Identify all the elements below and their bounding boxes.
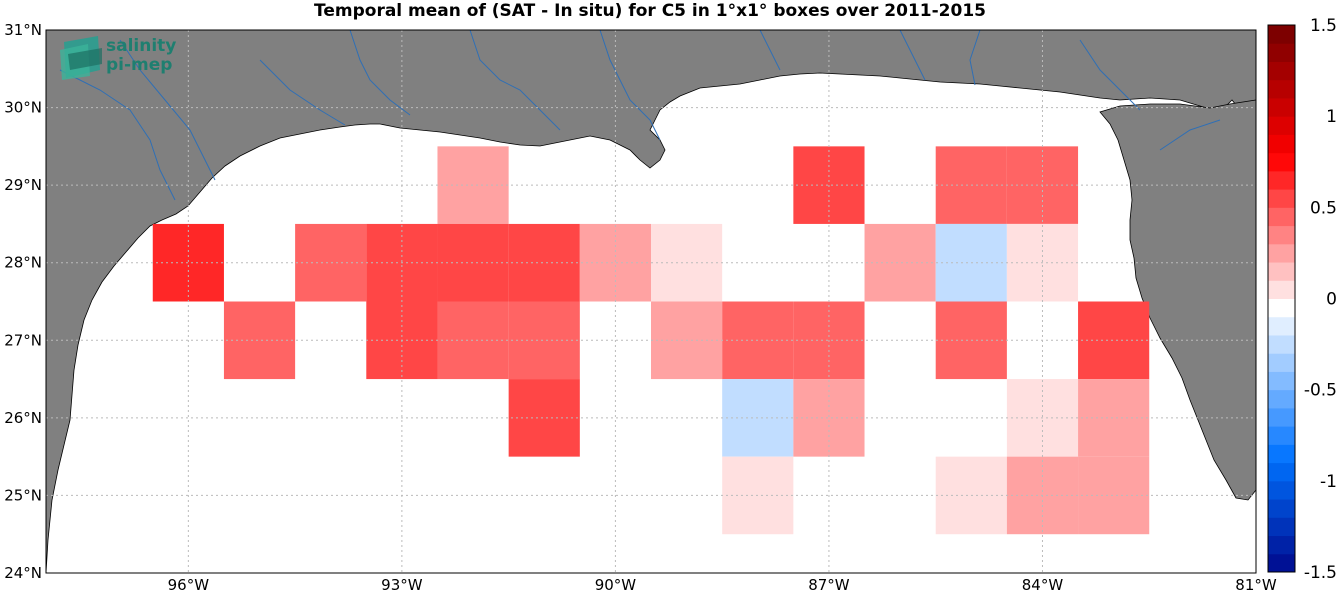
colorbar-segment [1268,389,1295,409]
colorbar-segment [1268,280,1295,299]
data-box [508,301,580,380]
colorbar-tick-label: 1.5 [1310,16,1337,36]
colorbar-segment [1268,61,1295,81]
data-box [223,301,296,380]
land-northern-gulf-coast [45,29,1257,574]
river [1159,119,1221,151]
colorbar-segment [1268,225,1295,245]
data-box [1078,379,1150,457]
river [349,29,411,116]
colorbar-segment [1268,517,1295,537]
logo-line-2: pi-mep [106,55,173,75]
lat-tick-label: 31°N [4,21,42,39]
lat-tick-labels: 24°N 25°N 26°N 27°N 28°N 29°N 30°N 31°N [4,21,42,582]
colorbar-segment [1268,553,1295,573]
lon-tick-label: 90°W [595,576,637,594]
colorbar [1267,24,1296,573]
colorbar-segment [1268,426,1295,445]
lon-tick-label: 87°W [808,576,850,594]
colorbar-frame [1267,24,1296,573]
colorbar-segment [1268,207,1295,227]
data-box [295,223,367,302]
colorbar-segment [1268,243,1295,263]
colorbar-segment [1268,316,1295,336]
lat-tick-label: 30°N [4,99,42,117]
data-box [508,223,580,302]
colorbar-segment [1268,371,1295,391]
lon-tick-labels: 96°W 93°W 90°W 87°W 84°W 81°W [168,576,1277,594]
colorbar-segment [1268,407,1295,427]
lon-tick-label: 81°W [1235,576,1277,594]
river [469,29,561,131]
river [119,39,216,181]
lat-tick-label: 25°N [4,486,42,504]
river [759,29,781,71]
data-box [1078,456,1150,535]
land-florida-peninsula [1099,99,1257,501]
data-box [508,379,580,457]
colorbar-tick-labels: 1.5 1 0.5 0 -0.5 -1 -1.5 [1304,16,1337,583]
colorbar-tick-label: 0 [1326,290,1337,310]
colorbar-tick-label: -1.5 [1304,563,1337,583]
colorbar-segment [1268,480,1295,500]
salinity-pimep-logo: salinity pi-mep [58,34,188,82]
river [59,69,176,201]
river [599,29,661,141]
river [259,59,346,126]
lat-tick-label: 28°N [4,254,42,272]
river [969,29,981,86]
colorbar-segment [1268,25,1295,44]
lon-tick-label: 84°W [1022,576,1064,594]
lat-tick-label: 24°N [4,564,42,582]
map-frame [45,29,1257,574]
map-title: Temporal mean of (SAT - In situ) for C5 … [314,1,986,21]
logo-mark-icon [60,36,102,80]
colorbar-segment [1268,499,1295,518]
lat-tick-label: 29°N [4,176,42,194]
colorbar-segment [1268,262,1295,281]
lat-tick-label: 27°N [4,331,42,349]
colorbar-segment [1268,116,1295,135]
colorbar-tick-label: 1 [1326,107,1337,127]
colorbar-tick-label: -1 [1320,472,1337,492]
colorbar-segment [1268,462,1295,482]
lon-tick-label: 93°W [381,576,423,594]
data-box [1078,301,1150,380]
colorbar-segment [1268,334,1295,354]
colorbar-segment [1268,353,1295,372]
river [899,29,926,81]
lon-tick-label: 96°W [168,576,210,594]
map-area [45,29,1257,574]
colorbar-segment [1268,97,1295,117]
colorbar-segment [1268,134,1295,154]
colorbar-segment [1268,535,1295,555]
colorbar-segment [1268,43,1295,62]
logo-line-1: salinity [106,36,177,56]
lat-tick-label: 26°N [4,409,42,427]
river [1079,39,1141,111]
data-box [864,223,936,302]
colorbar-segment [1268,189,1295,208]
colorbar-segment [1268,170,1295,190]
land-layer [45,29,1257,574]
colorbar-segment [1268,298,1295,318]
colorbar-segment [1268,79,1295,99]
colorbar-segment [1268,152,1295,172]
colorbar-tick-label: -0.5 [1304,381,1337,401]
colorbar-segment [1268,444,1295,464]
rivers-layer [59,29,1221,201]
colorbar-tick-label: 0.5 [1310,198,1337,218]
